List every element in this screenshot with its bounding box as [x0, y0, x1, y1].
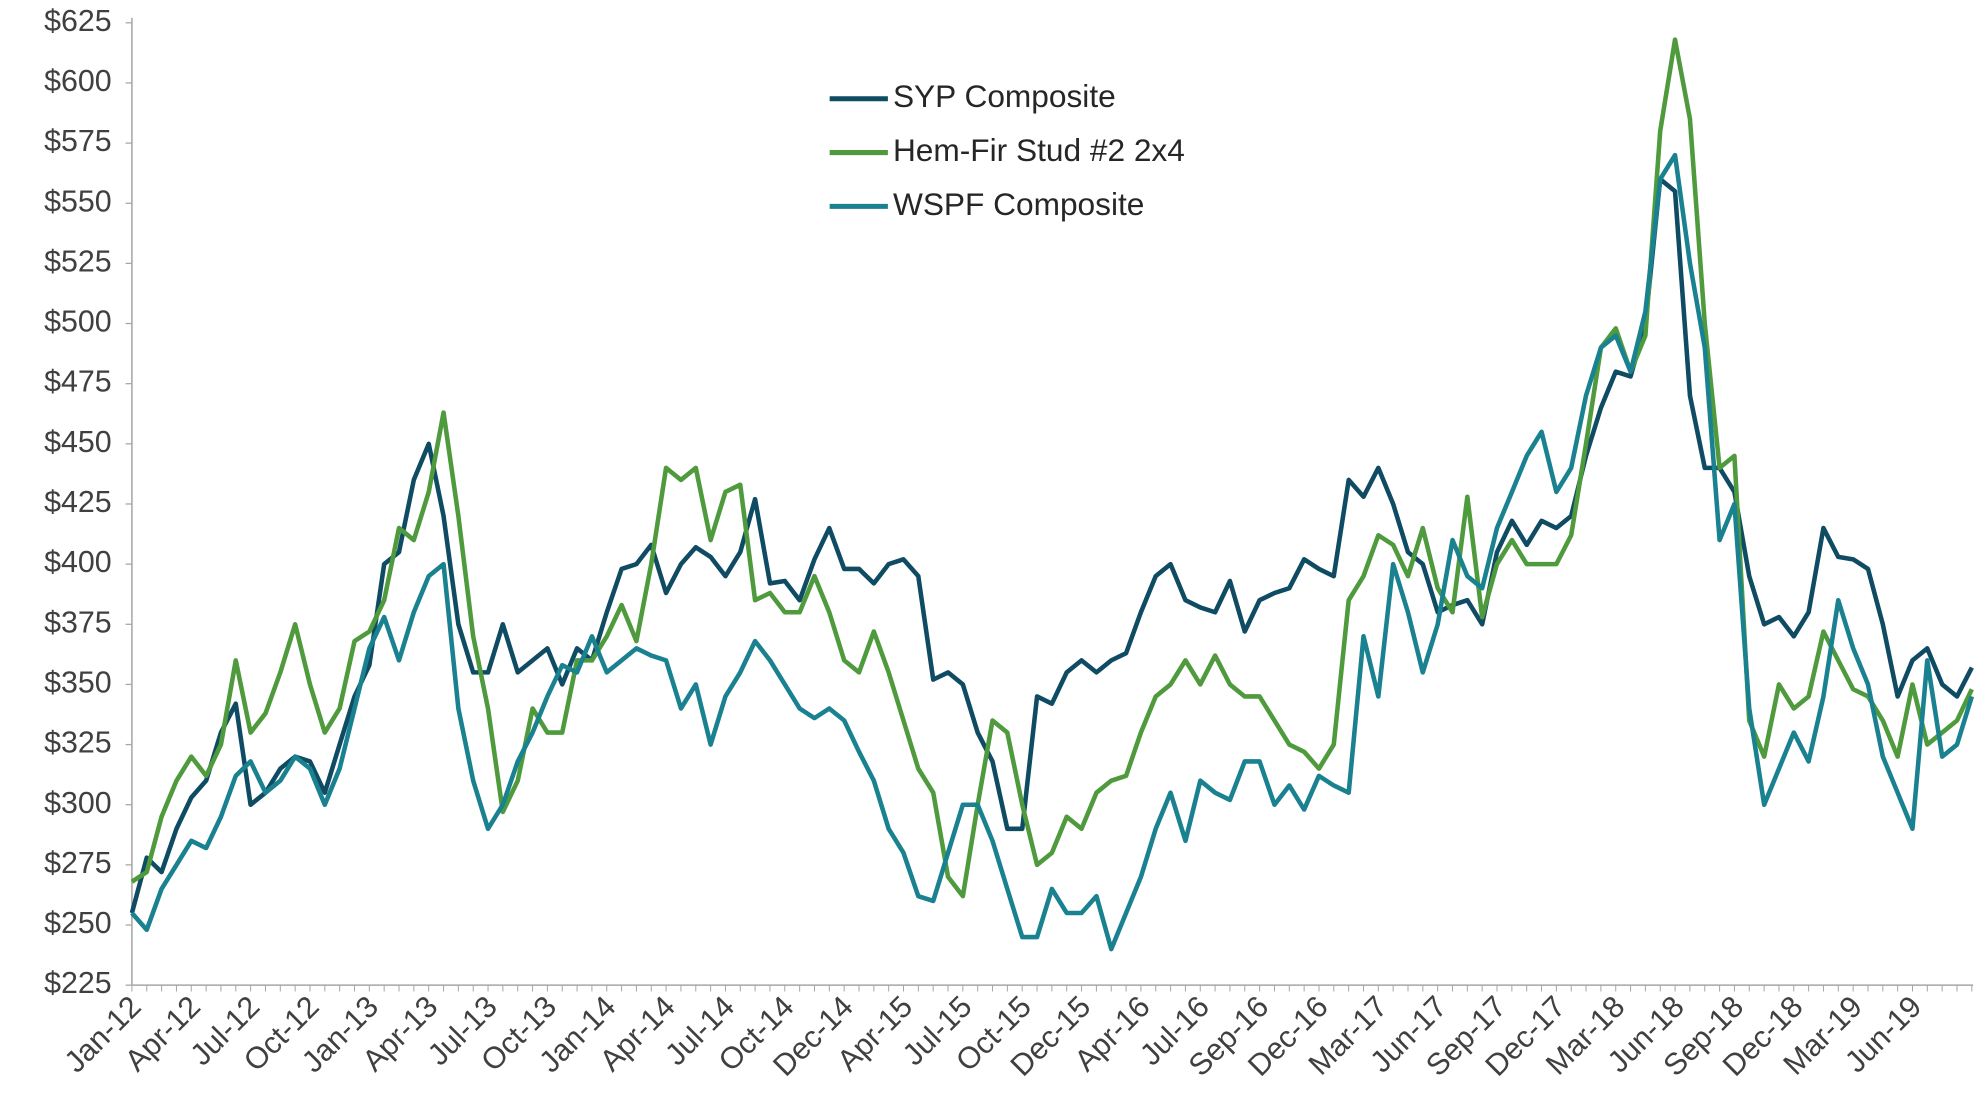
y-tick-label: $275 — [44, 846, 112, 880]
y-tick-label: $425 — [44, 485, 112, 519]
legend-label: SYP Composite — [893, 78, 1116, 114]
y-tick-label: $400 — [44, 545, 112, 579]
y-tick-label: $225 — [44, 966, 112, 1000]
y-tick-label: $600 — [44, 64, 112, 98]
y-tick-label: $575 — [44, 124, 112, 158]
series-line — [130, 37, 1974, 899]
y-tick-label: $300 — [44, 786, 112, 820]
y-tick-label: $550 — [44, 184, 112, 218]
series-line — [129, 176, 1974, 914]
y-tick-label: $450 — [44, 425, 112, 459]
legend-label: WSPF Composite — [893, 186, 1144, 222]
y-tick-label: $350 — [44, 665, 112, 699]
legend-label: Hem-Fir Stud #2 2x4 — [893, 132, 1185, 168]
series-line — [130, 152, 1975, 952]
y-tick-label: $525 — [44, 244, 112, 278]
y-tick-label: $625 — [44, 4, 112, 38]
y-tick-label: $325 — [44, 726, 112, 760]
y-tick-label: $250 — [44, 906, 112, 940]
y-tick-label: $475 — [44, 365, 112, 399]
y-tick-label: $500 — [44, 305, 112, 339]
y-tick-label: $375 — [44, 605, 112, 639]
